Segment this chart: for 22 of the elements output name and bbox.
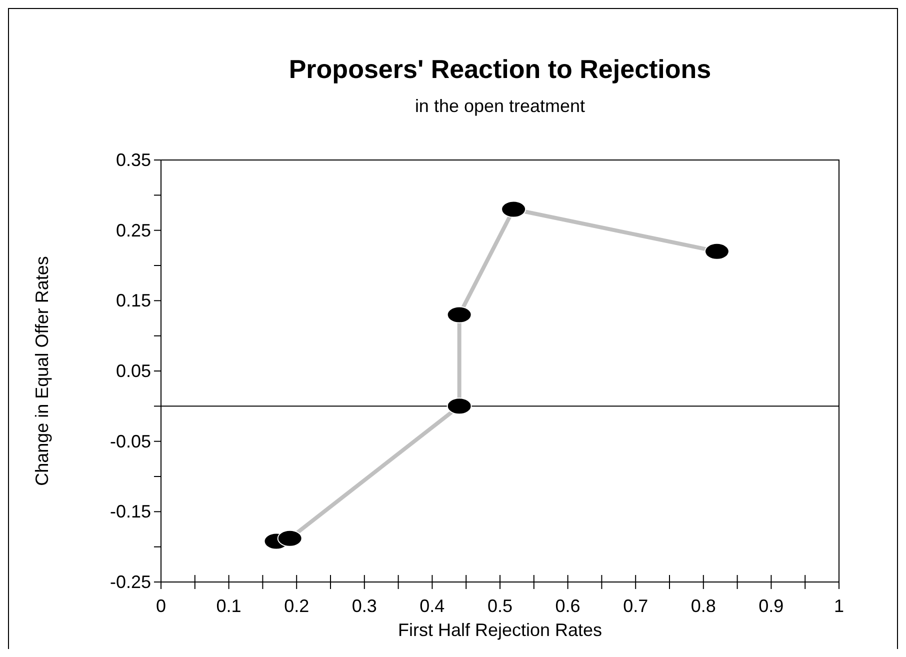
y-tick-label: 0.25	[116, 220, 151, 240]
x-tick-label: 1	[834, 596, 844, 616]
chart-subtitle: in the open treatment	[414, 96, 586, 116]
x-tick-label: 0.2	[284, 596, 310, 616]
x-tick-label: 0	[156, 596, 166, 616]
x-tick-label: 0.1	[216, 596, 242, 616]
x-axis-title: First Half Rejection Rates	[398, 620, 602, 640]
y-tick-label: -0.15	[110, 502, 151, 522]
x-tick-label: 0.3	[352, 596, 377, 616]
x-tick-label: 0.5	[487, 596, 513, 616]
y-tick-label: 0.35	[116, 150, 151, 170]
y-axis-title: Change in Equal Offer Rates	[32, 256, 52, 486]
x-tick-label: 0.6	[555, 596, 580, 616]
chart-title: Proposers' Reaction to Rejections	[288, 54, 712, 84]
y-tick-label: 0.15	[116, 290, 151, 311]
x-tick-label: 0.4	[420, 596, 445, 616]
y-tick-label: -0.25	[110, 572, 151, 592]
y-tick-label: -0.05	[110, 431, 151, 452]
x-tick-label: 0.7	[623, 596, 648, 616]
x-tick-label: 0.8	[690, 596, 716, 616]
x-tick-label: 0.9	[758, 596, 784, 616]
y-tick-label: 0.05	[116, 361, 151, 381]
